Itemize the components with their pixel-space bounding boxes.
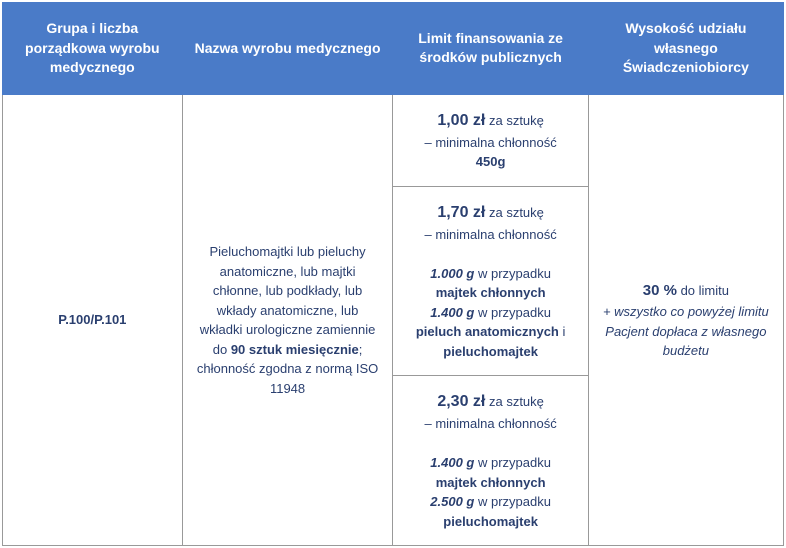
table-header: Grupa i liczba porządkowa wyrobu medyczn… [3, 3, 784, 95]
limit2-p2a: pieluch anatomicznych [416, 324, 559, 339]
product-description-cell: Pieluchomajtki lub pieluchy anatomiczne,… [182, 94, 393, 546]
limit3-w2: 2.500 g [430, 494, 474, 509]
description-text-part1: Pieluchomajtki lub pieluchy anatomiczne,… [200, 244, 376, 357]
reimbursement-table: Grupa i liczba porządkowa wyrobu medyczn… [2, 2, 784, 546]
limit2-t1: w przypadku [474, 266, 551, 281]
limit2-and: i [559, 324, 566, 339]
limit2-unit: za sztukę [485, 205, 544, 220]
share-note: + wszystko co powyżej limitu Pacjent dop… [603, 304, 769, 358]
share-text: do limitu [677, 283, 729, 298]
share-percent: 30 % [643, 282, 677, 299]
table-body: P.100/P.101 Pieluchomajtki lub pieluchy … [3, 94, 784, 546]
limit-cell-3: 2,30 zł za sztukę – minimalna chłonność … [393, 376, 588, 546]
limit2-p2b: pieluchomajtek [443, 344, 538, 359]
limit1-sub: – minimalna chłonność [424, 135, 556, 150]
limit-cell-2: 1,70 zł za sztukę – minimalna chłonność … [393, 186, 588, 376]
limit3-unit: za sztukę [485, 394, 544, 409]
header-product-name: Nazwa wyrobu medycznego [182, 3, 393, 95]
limit2-w2: 1.400 g [430, 305, 474, 320]
header-group: Grupa i liczba porządkowa wyrobu medyczn… [3, 3, 183, 95]
limit1-price: 1,00 zł [437, 112, 485, 129]
limit3-w1: 1.400 g [430, 455, 474, 470]
limit2-price: 1,70 zł [437, 204, 485, 221]
limit2-p1: majtek chłonnych [436, 285, 546, 300]
limit3-p1: majtek chłonnych [436, 475, 546, 490]
limit3-p2: pieluchomajtek [443, 514, 538, 529]
limit3-t1: w przypadku [474, 455, 551, 470]
header-financing-limit: Limit finansowania ze środków publicznyc… [393, 3, 588, 95]
limit1-unit: za sztukę [485, 113, 544, 128]
limit-cell-1: 1,00 zł za sztukę – minimalna chłonność … [393, 94, 588, 186]
limit2-t2: w przypadku [474, 305, 551, 320]
table-row: P.100/P.101 Pieluchomajtki lub pieluchy … [3, 94, 784, 186]
own-share-cell: 30 % do limitu + wszystko co powyżej lim… [588, 94, 783, 546]
description-quantity: 90 sztuk miesięcznie [231, 342, 359, 357]
limit3-t2: w przypadku [474, 494, 551, 509]
limit3-sub: – minimalna chłonność [424, 416, 556, 431]
limit2-w1: 1.000 g [430, 266, 474, 281]
limit1-weight: 450g [476, 154, 506, 169]
header-own-share: Wysokość udziału własnego Świadczeniobio… [588, 3, 783, 95]
product-code-cell: P.100/P.101 [3, 94, 183, 546]
limit3-price: 2,30 zł [437, 393, 485, 410]
limit2-sub: – minimalna chłonność [424, 227, 556, 242]
